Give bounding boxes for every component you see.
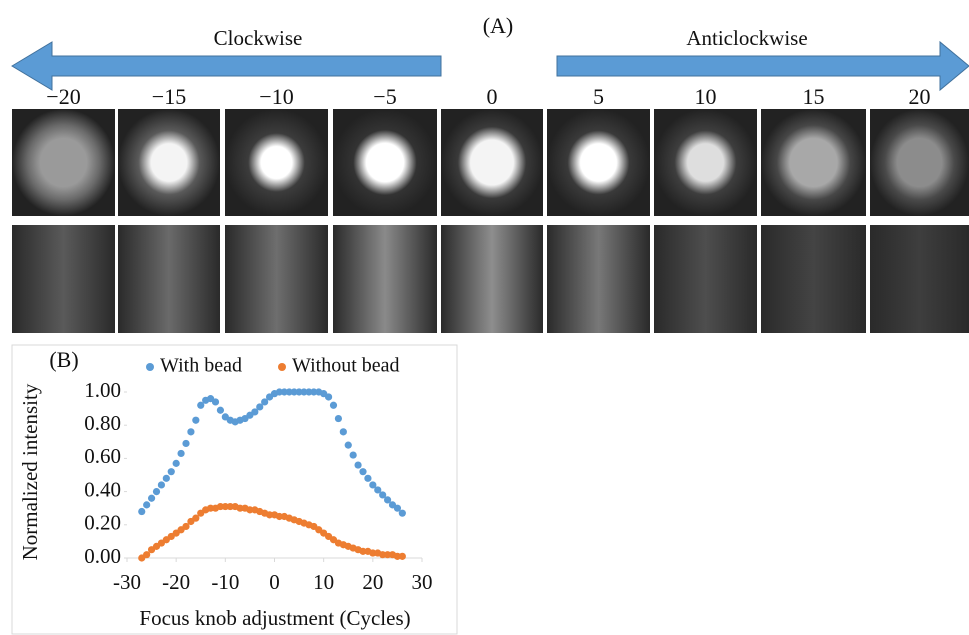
point: [369, 481, 377, 489]
position-label: −10: [259, 84, 293, 109]
point: [261, 398, 269, 406]
point: [182, 522, 190, 531]
legend-label: Without bead: [292, 355, 400, 377]
position-label: −5: [373, 84, 396, 109]
micrograph: [225, 109, 328, 216]
point: [398, 552, 406, 560]
position-label: −15: [152, 84, 186, 109]
x-tick-label: 0: [269, 570, 280, 594]
point: [182, 439, 190, 448]
point: [152, 488, 161, 496]
micrograph: [333, 109, 437, 216]
point: [364, 474, 372, 482]
point: [187, 428, 195, 436]
micrograph: [761, 225, 866, 333]
point: [192, 416, 200, 424]
x-tick-label: 10: [313, 570, 334, 594]
legend-marker: [146, 363, 154, 371]
position-label: 20: [909, 84, 931, 109]
micrograph: [441, 225, 543, 333]
point: [138, 507, 146, 516]
point: [197, 401, 205, 409]
legend-label: With bead: [160, 355, 242, 377]
x-tick-label: -10: [211, 570, 239, 594]
point: [177, 449, 185, 458]
legend-marker: [278, 363, 286, 371]
y-tick-label: 0.00: [84, 544, 121, 568]
point: [344, 441, 352, 449]
micrograph: [654, 109, 757, 216]
point: [162, 474, 170, 482]
x-axis-label: Focus knob adjustment (Cycles): [139, 606, 410, 630]
micrograph: [870, 109, 969, 216]
position-label: 5: [593, 84, 604, 109]
micrograph: [225, 225, 328, 333]
point: [211, 398, 220, 406]
chart-title: (B): [49, 347, 78, 372]
point: [251, 408, 259, 416]
point: [393, 504, 402, 512]
panel-label: (A): [483, 13, 514, 38]
y-tick-label: 0.40: [84, 477, 121, 501]
point: [398, 509, 406, 517]
x-tick-label: -30: [113, 570, 141, 594]
point: [324, 393, 333, 401]
micrograph: [12, 225, 115, 333]
micrograph: [547, 109, 650, 216]
y-tick-label: 0.60: [84, 444, 121, 468]
point: [329, 401, 338, 409]
point: [216, 406, 225, 414]
point: [359, 468, 367, 476]
position-label: −20: [46, 84, 80, 109]
point: [172, 459, 180, 467]
point: [147, 494, 156, 502]
micrograph: [333, 225, 437, 333]
micrograph: [870, 225, 969, 333]
micrograph: [547, 225, 650, 333]
micrograph: [761, 109, 866, 216]
point: [374, 486, 382, 494]
point: [167, 468, 175, 476]
x-tick-label: 20: [362, 570, 383, 594]
point: [334, 414, 343, 423]
x-tick-label: -20: [162, 570, 190, 594]
y-tick-label: 0.20: [84, 511, 121, 535]
position-label: 0: [487, 84, 498, 109]
point: [379, 491, 387, 499]
position-label: 10: [695, 84, 717, 109]
y-axis-label: Normalized intensity: [18, 383, 42, 560]
micrograph: [118, 225, 220, 333]
y-tick-label: 1.00: [84, 378, 121, 402]
position-label: 15: [803, 84, 825, 109]
point: [143, 501, 151, 509]
left-arrow: [11, 41, 442, 91]
point: [157, 481, 166, 489]
arrow-label: Anticlockwise: [686, 26, 807, 50]
arrow-label: Clockwise: [214, 26, 303, 50]
point: [256, 403, 264, 411]
point: [143, 551, 151, 559]
point: [339, 428, 347, 436]
micrograph: [12, 109, 115, 216]
y-tick-label: 0.80: [84, 411, 121, 435]
micrograph: [654, 225, 757, 333]
point: [192, 514, 200, 522]
chart-frame: [11, 344, 458, 635]
point: [354, 461, 362, 469]
x-tick-label: 30: [412, 570, 433, 594]
point: [383, 496, 392, 504]
micrograph: [441, 109, 543, 216]
micrograph: [118, 109, 220, 216]
point: [349, 451, 357, 459]
right-arrow: [556, 40, 969, 92]
